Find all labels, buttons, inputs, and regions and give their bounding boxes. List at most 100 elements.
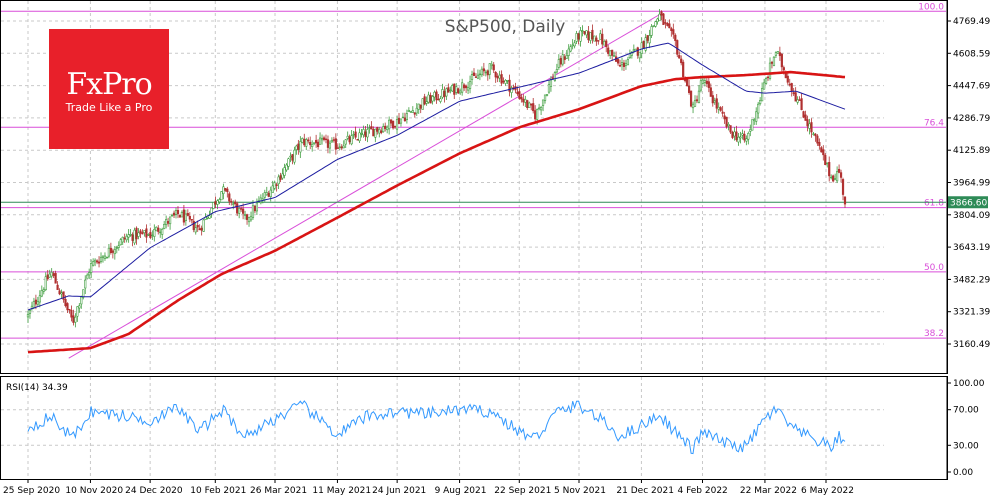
candle-body [316,141,320,148]
x-tick-label: 21 Dec 2021 [616,486,674,496]
x-tick-label: 10 Nov 2020 [65,486,123,496]
candle-body [772,56,776,66]
x-tick-label: 10 Feb 2021 [190,486,246,496]
candle-body [60,292,63,295]
candle-body [796,99,799,103]
candle-body [435,91,438,101]
candle-body [824,154,827,166]
candle-body [222,186,225,194]
candle-body [350,135,353,145]
candle-body [660,11,663,16]
candle-body [611,49,614,56]
candle-body [176,210,180,215]
x-tick-label: 11 May 2021 [312,486,371,496]
candle-body [804,114,807,121]
candle-body [715,98,718,109]
candle-body [638,51,641,59]
candle-body [573,42,576,47]
candle-body [330,140,334,143]
candle-body [42,289,45,292]
candle-body [309,141,312,146]
candle-body [182,209,186,223]
candle-body [285,164,288,171]
candle-body [388,119,391,130]
trendline [68,14,660,359]
candle-body [64,298,67,307]
candle-body [216,200,219,205]
candle-body [506,80,509,82]
candle-body [210,207,213,214]
candle-body [780,53,783,68]
candle-body [486,70,489,76]
candle-body [380,130,383,133]
candle-body [447,87,450,93]
candle-body [366,129,369,138]
price-axis: 4769.49 4608.59 4447.69 4286.79 4125.89 3964.… [946,1,990,373]
candle-body [472,72,476,76]
candle-body [32,301,36,308]
candle-body [228,193,231,202]
candle-body [149,232,152,238]
candle-body [518,91,521,99]
candle-body [591,29,594,40]
candle-body [618,65,622,67]
candle-body [354,131,357,138]
moving-averages [27,42,846,354]
candle-body [717,106,720,110]
fib-label: 100.0 [918,2,944,12]
candle-body [433,91,436,98]
rsi-indicator [1,400,884,455]
candle-body [492,64,495,71]
candle-body [28,309,32,314]
rsi-tick-label: 70.00 [953,406,979,416]
candle-body [407,110,410,113]
candle-body [391,120,395,129]
candle-body [538,107,541,110]
candle-body [745,138,748,142]
candle-body [240,208,243,210]
candlesticks [26,9,847,328]
fib-label: 38.2 [924,329,944,339]
candle-body [443,90,446,98]
candle-body [585,30,588,36]
candle-body [593,35,596,42]
candle-body [709,87,712,97]
candle-body [816,135,819,144]
candle-body [44,276,47,291]
candle-body [243,214,247,216]
candle-body [508,79,511,92]
candle-body [648,35,651,44]
candle-body [135,227,138,240]
candle-body [658,13,661,22]
candle-body [62,291,65,300]
candle-body [482,68,485,72]
candle-body [72,315,75,323]
candle-body [374,128,377,138]
candle-body [536,109,539,120]
candle-body [470,74,474,80]
candle-body [719,107,722,111]
candle-body [768,62,772,79]
candle-body [516,91,519,95]
candle-body [184,213,187,221]
candle-body [832,175,835,182]
candle-body [707,81,710,88]
candle-body [338,146,341,148]
candle-body [245,214,249,220]
candle-body [88,272,91,276]
candle-body [386,126,389,131]
last-price-label: 3866.60 [950,198,987,208]
candle-body [770,61,774,64]
candle-body [159,231,162,234]
y-tick-label: 4769.49 [953,17,990,27]
candle-body [121,236,124,243]
candle-body [46,274,49,280]
candle-body [54,273,57,284]
candle-body [165,219,168,225]
candle-body [494,71,497,78]
candle-body [613,55,616,57]
candle-body [415,107,418,114]
candle-body [687,85,691,93]
candle-body [778,52,781,56]
candle-body [318,137,322,145]
